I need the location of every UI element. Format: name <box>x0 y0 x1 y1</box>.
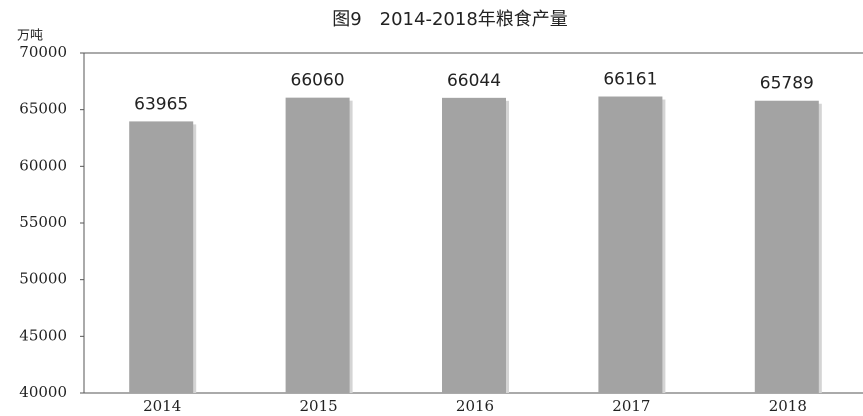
bar <box>285 97 350 394</box>
y-tick-label: 40000 <box>19 383 67 401</box>
bar <box>129 121 194 393</box>
y-axis-label: 万吨 <box>17 29 43 44</box>
data-label: 63965 <box>134 94 188 114</box>
data-label: 65789 <box>760 74 814 94</box>
x-tick-label: 2016 <box>456 397 494 415</box>
y-tick-label: 45000 <box>19 326 67 344</box>
bar <box>442 97 506 394</box>
y-tick-label: 60000 <box>19 156 67 174</box>
y-tick-label: 65000 <box>19 100 67 118</box>
x-tick-label: 2017 <box>612 397 650 415</box>
x-tick-label: 2018 <box>769 397 807 415</box>
x-tick-label: 2014 <box>143 397 181 415</box>
data-label: 66060 <box>291 71 345 91</box>
y-tick-label: 70000 <box>19 43 67 61</box>
y-tick-label: 55000 <box>19 213 67 231</box>
data-label: 66161 <box>603 70 657 90</box>
data-label: 66044 <box>447 71 501 91</box>
bar <box>754 100 819 393</box>
y-tick-label: 50000 <box>19 270 67 288</box>
bar <box>598 96 663 393</box>
x-tick-label: 2015 <box>300 397 338 415</box>
chart-title: 图9 2014-2018年粮食产量 <box>332 9 568 30</box>
